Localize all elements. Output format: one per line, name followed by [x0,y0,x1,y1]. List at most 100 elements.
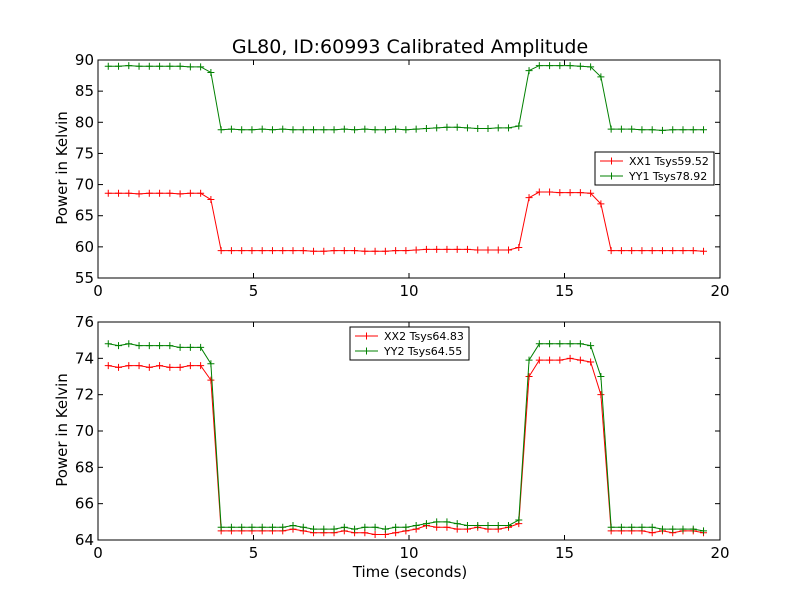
data-point [289,126,297,134]
data-point [412,125,420,133]
data-point [700,527,708,535]
data-point [505,124,513,132]
data-point [145,363,153,371]
data-point [371,126,379,134]
data-point [607,125,615,133]
data-point [248,247,256,255]
data-point [238,126,246,134]
data-point [669,247,677,255]
data-point [156,62,164,70]
data-point [166,62,174,70]
x-tick-label: 10 [399,282,418,300]
data-point [227,247,235,255]
data-point [648,247,656,255]
y-tick-label: 65 [75,207,94,225]
data-point [494,521,502,529]
chart-bottom: Power in Kelvin Time (seconds) 0 5 10 15 20 6… [53,313,730,581]
data-point [505,246,513,254]
data-point [268,247,276,255]
data-point [658,525,666,533]
data-point [156,342,164,350]
data-point [392,125,400,133]
y-tick-label: 66 [75,495,94,513]
data-point [700,247,708,255]
data-point [474,246,482,254]
data-point [392,247,400,255]
data-point [166,342,174,350]
data-point [186,362,194,370]
plot-area [104,62,708,255]
data-point [638,126,646,134]
data-point [392,523,400,531]
data-point [166,189,174,197]
x-tick-label: 20 [710,282,729,300]
data-point [371,523,379,531]
data-point [115,342,123,350]
data-point [371,531,379,539]
data-point [535,188,543,196]
data-point [628,247,636,255]
data-point [320,247,328,255]
data-point [227,523,235,531]
legend: XX2 Tsys64.83 YY2 Tsys64.55 [349,326,470,361]
data-point [238,247,246,255]
plot-area [104,340,708,539]
data-point [104,340,112,348]
data-point [515,516,523,524]
x-tick-label: 0 [93,544,103,562]
x-tick-label: 20 [710,544,729,562]
legend-label: YY2 Tsys64.55 [383,345,462,358]
y-tick-label: 75 [75,144,94,162]
ticks: 0 5 10 15 20 64 66 68 70 72 74 76 [75,313,730,562]
data-point [279,125,287,133]
data-point [597,73,605,81]
legend: XX1 Tsys59.52 YY1 Tsys78.92 [594,151,715,186]
data-point [556,62,564,70]
data-point [248,523,256,531]
data-point [289,247,297,255]
data-point [115,363,123,371]
data-point [556,189,564,197]
data-point [679,126,687,134]
data-point [197,63,205,71]
data-point [422,125,430,133]
data-point [658,126,666,134]
data-point [515,243,523,251]
data-point [207,360,215,368]
data-point [689,525,697,533]
data-point [597,373,605,380]
data-point [299,247,307,255]
data-point [156,189,164,197]
data-point [340,247,348,255]
data-point [515,122,523,130]
chart-top: GL80, ID:60993 Calibrated Amplitude Powe… [53,36,730,300]
data-point [628,125,636,133]
data-point [361,523,369,531]
data-point [104,362,112,370]
data-point [125,189,133,197]
legend-label: XX1 Tsys59.52 [629,155,709,168]
data-point [238,523,246,531]
data-point [115,189,123,197]
legend-marker [363,347,370,355]
y-tick-label: 55 [75,269,94,287]
ticks: 0 5 10 15 20 55 60 65 70 75 80 85 90 [75,51,730,300]
data-point [166,363,174,371]
y-tick-label: 80 [75,113,94,131]
data-point [351,126,359,134]
data-point [566,189,574,197]
y-tick-label: 68 [75,458,94,476]
data-point [546,340,554,348]
data-point [340,523,348,531]
data-point [104,189,112,197]
data-point [135,342,143,350]
data-point [258,247,266,255]
data-point [361,247,369,255]
data-point [463,124,471,132]
data-point [412,246,420,254]
data-point [176,343,184,351]
y-tick-label: 74 [75,349,94,367]
data-point [299,126,307,134]
data-point [156,362,164,370]
data-point [258,523,266,531]
